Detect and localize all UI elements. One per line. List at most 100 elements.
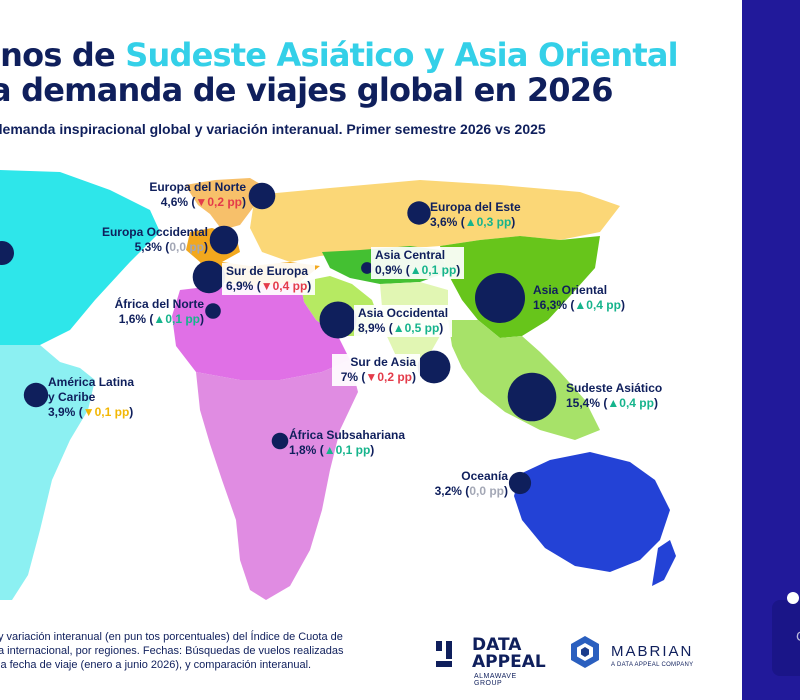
data-appeal-line-2: APPEAL (472, 652, 546, 672)
data-appeal-line-1: DATA (472, 635, 522, 655)
data-appeal-logo: DATA APPEAL ALMAWAVE GROUP (436, 635, 546, 687)
label-name-line-1: América Latina (48, 375, 135, 389)
label-asia-oriental: Asia Oriental 16,3% (▲0,4 pp) (533, 283, 625, 312)
bubble-sur-de-europa (192, 260, 226, 294)
bubble-sur-de-asia (417, 350, 451, 384)
label-share: 8,9% (358, 321, 386, 335)
label-name: África Subsahariana (289, 428, 406, 442)
change-arrow: ▲ (323, 443, 336, 457)
label-share: 3,9% (48, 405, 76, 419)
label-change: 0,0 pp (169, 240, 204, 254)
title-line-2: a demanda de viajes global en 2026 (0, 71, 614, 109)
region-shape-latin-america (0, 345, 95, 600)
bubble-oceania (508, 471, 532, 495)
label-share: 1,6% (118, 312, 147, 326)
change-value: 0,5 pp (404, 321, 440, 335)
label-share: 1,8% (289, 443, 317, 457)
label-name: Sudeste Asiático (566, 381, 663, 395)
change-arrow: ▲ (153, 312, 166, 326)
change-value: 0,1 pp (94, 405, 130, 419)
title-prefix: inos de (0, 36, 126, 74)
label-share: 16,3% (533, 298, 568, 312)
side-panel-tab[interactable]: C (772, 600, 800, 676)
change-value: 0,1 pp (335, 443, 371, 457)
bubble-asia-occidental (319, 301, 357, 339)
label-share: 3,2% (434, 484, 462, 498)
subtitle: demanda inspiracional global y variación… (0, 121, 546, 137)
footnote-line-3: la fecha de viaje (enero a junio 2026), … (0, 659, 312, 671)
label-name: Asia Occidental (358, 306, 449, 320)
label-change: ▼0,4 pp (261, 279, 308, 293)
change-arrow: ▼ (195, 195, 208, 209)
label-oceania: Oceanía 3,2% (0,0 pp) (420, 469, 508, 499)
data-appeal-sub: ALMAWAVE GROUP (474, 673, 517, 687)
bubble-layer (0, 182, 557, 495)
change-value: 0,3 pp (476, 215, 512, 229)
label-asia-central: Asia Central 0,9% (▲0,1 pp) (371, 247, 465, 279)
change-arrow: ▲ (464, 215, 477, 229)
label-change: ▼0,2 pp (365, 370, 412, 384)
footnote: y variación interanual (en pun tos porce… (0, 630, 344, 672)
change-value: 0,0 pp (469, 484, 504, 498)
label-change: ▼0,1 pp (83, 405, 130, 419)
side-panel-tab-glyph: C (796, 628, 800, 644)
change-value: 0,2 pp (377, 370, 412, 384)
bubble-europa-occidental (209, 225, 239, 255)
side-panel-dot-icon[interactable] (787, 592, 799, 604)
label-name: Europa Occidental (101, 225, 208, 239)
label-name: Europa del Norte (149, 180, 246, 194)
mabrian-hexagon-icon (571, 636, 599, 668)
label-name: Asia Central (375, 248, 446, 262)
title-line-1: inos de Sudeste Asiático y Asia Oriental (0, 36, 679, 74)
label-name: Sur de Asia (350, 355, 416, 369)
change-arrow: ▲ (409, 263, 422, 277)
bubble-africa-subsahariana (271, 432, 289, 450)
label-name: Oceanía (461, 469, 508, 483)
label-europa-norte: Europa del Norte 4,6% (▼0,2 pp) (130, 180, 246, 210)
region-shape-oceania (514, 452, 670, 572)
change-arrow: ▼ (82, 405, 95, 419)
bubble-europa-del-este (407, 201, 431, 225)
footnote-line-2: a internacional, por regiones. Fechas: B… (0, 645, 344, 657)
mabrian-logo: MABRIAN A DATA APPEAL COMPANY (567, 634, 707, 674)
change-arrow: ▲ (574, 298, 587, 312)
region-shape-north-america (0, 170, 160, 345)
label-asia-occidental: Asia Occidental 8,9% (▲0,5 pp) (354, 305, 453, 337)
label-change: ▲0,1 pp (410, 263, 457, 277)
label-name-line-2: y Caribe (48, 390, 96, 404)
region-shape-europa-este (250, 180, 620, 262)
label-africa-subsahariana: África Subsahariana 1,8% (▲0,1 pp) (289, 428, 406, 457)
change-arrow: ▼ (260, 279, 273, 293)
region-shape-africa-subsahariana (196, 360, 358, 600)
title-highlight: Sudeste Asiático y Asia Oriental (125, 36, 678, 74)
change-arrow: ▲ (607, 396, 620, 410)
change-value: 0,0 pp (169, 240, 204, 254)
label-sur-asia: Sur de Asia 7% (▼0,2 pp) (332, 354, 420, 386)
bubble-asia-oriental (475, 273, 525, 323)
region-shape-new-zealand (652, 540, 676, 586)
label-change: ▲0,4 pp (574, 298, 621, 312)
label-share: 15,4% (566, 396, 601, 410)
label-change: 0,0 pp (469, 484, 504, 498)
change-value: 0,4 pp (586, 298, 621, 312)
footnote-line-1: y variación interanual (en pun tos porce… (0, 631, 343, 643)
side-panel (742, 0, 800, 700)
label-sur-europa: Sur de Europa 6,9% (▼0,4 pp) (222, 263, 316, 295)
label-share: 6,9% (226, 279, 254, 293)
change-value: 0,1 pp (165, 312, 200, 326)
label-name: África del Norte (114, 297, 204, 311)
change-value: 0,2 pp (207, 195, 242, 209)
mabrian-sub: A DATA APPEAL COMPANY (611, 662, 694, 668)
label-share: 0,9% (375, 263, 403, 277)
mabrian-name: MABRIAN (611, 643, 694, 660)
label-europa-occidental: Europa Occidental 5,3% (0,0 pp) (84, 225, 208, 255)
data-appeal-mark-icon (436, 641, 462, 667)
bubble-sudeste-asiatico (507, 372, 557, 422)
label-share: 7% (340, 370, 359, 384)
change-arrow: ▼ (365, 370, 378, 384)
label-change: ▲0,3 pp (465, 215, 512, 229)
label-name: Europa del Este (430, 200, 521, 214)
bubble-asia-central (361, 262, 373, 274)
label-change: ▲0,4 pp (607, 396, 654, 410)
